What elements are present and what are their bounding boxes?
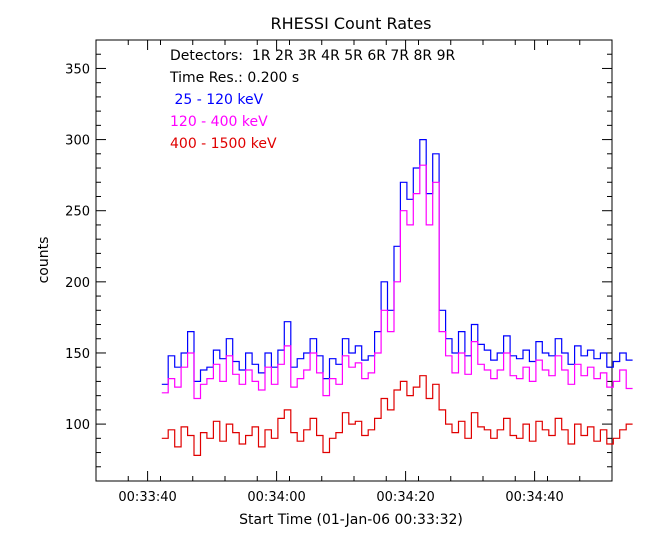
y-tick-label: 100 bbox=[65, 418, 90, 433]
x-tick-label: 00:34:20 bbox=[376, 490, 434, 505]
y-tick-label: 200 bbox=[65, 276, 90, 291]
series-line-1 bbox=[161, 139, 633, 385]
y-tick-label: 350 bbox=[65, 62, 90, 77]
time-res-annotation: Time Res.: 0.200 s bbox=[169, 70, 299, 86]
x-tick-label: 00:33:40 bbox=[118, 490, 176, 505]
axis-ticks: 100 150 200 250 300 350 00:33:40 00:34:00 00:34:… bbox=[65, 39, 612, 505]
chart-title: RHESSI Count Rates bbox=[271, 14, 432, 33]
y-axis-label: counts bbox=[36, 237, 52, 284]
series-line-2 bbox=[161, 164, 633, 400]
y-tick-label: 150 bbox=[65, 347, 90, 362]
y-tick-label: 300 bbox=[65, 134, 90, 149]
legend: 25 - 120 keV 120 - 400 keV 400 - 1500 keV bbox=[170, 92, 277, 152]
x-tick-label: 00:34:40 bbox=[505, 490, 563, 505]
legend-entry-2: 120 - 400 keV bbox=[170, 114, 268, 130]
x-axis-label: Start Time (01-Jan-06 00:33:32) bbox=[239, 512, 463, 528]
series-lines bbox=[161, 139, 633, 456]
y-tick-label: 250 bbox=[65, 205, 90, 220]
series-line-3 bbox=[161, 375, 633, 456]
legend-entry-3: 400 - 1500 keV bbox=[170, 136, 277, 152]
x-tick-label: 00:34:00 bbox=[247, 490, 305, 505]
detectors-annotation: Detectors: 1R 2R 3R 4R 5R 6R 7R 8R 9R bbox=[170, 48, 456, 64]
legend-entry-1: 25 - 120 keV bbox=[170, 92, 264, 108]
